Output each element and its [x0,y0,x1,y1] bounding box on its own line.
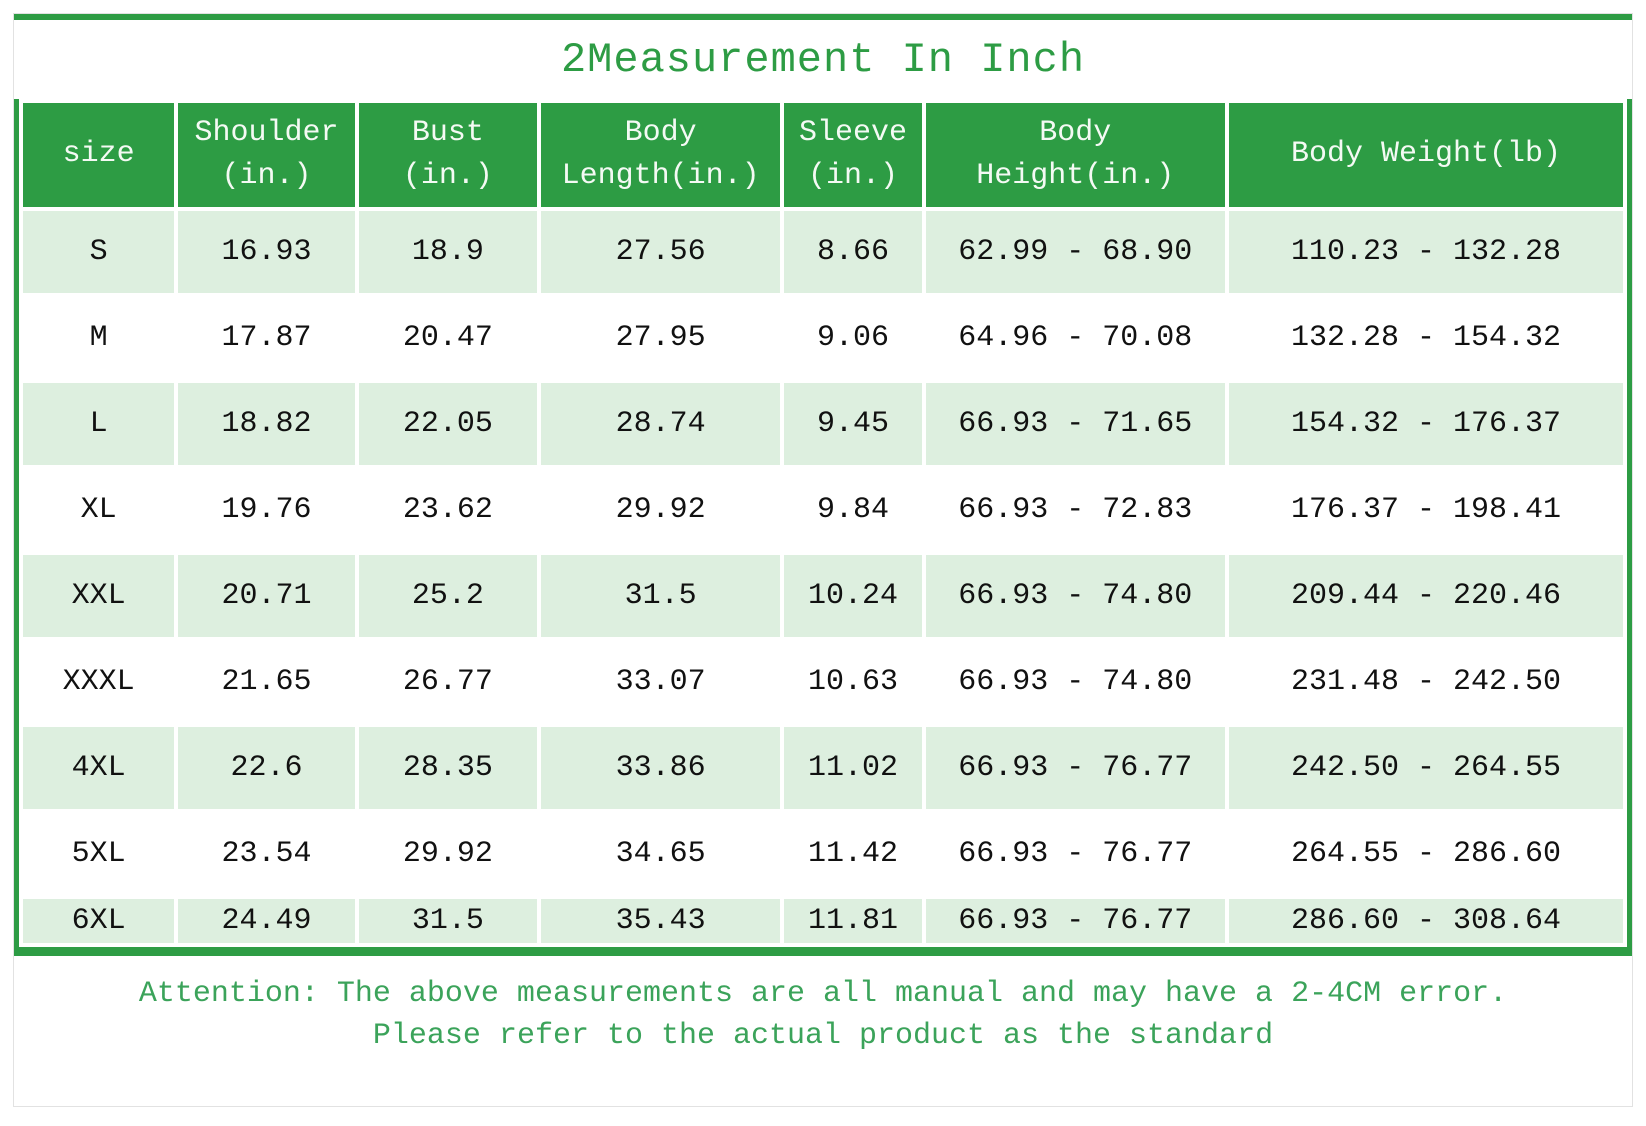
table-cell: 29.92 [402,837,493,871]
header-cell-body-height: Body Height(in.) [925,103,1225,207]
table-cell: 27.56 [540,211,781,293]
table-cell: 10.63 [807,665,898,699]
table-cell: 25.2 [358,555,537,637]
header-cell-body-weight: Body Weight(lb) [1228,103,1623,207]
table-cell: 4XL [23,727,175,809]
table-cell: 19.76 [221,493,312,527]
table-cell: XXL [23,555,175,637]
table-cell: 110.23 - 132.28 [1228,211,1623,293]
size-table-header: size Shoulder (in.) Bust (in.) Body Leng… [23,103,1623,207]
table-cell: S [23,211,175,293]
table-cell: 132.28 - 154.32 [1290,321,1561,355]
top-green-bar [14,14,1632,20]
table-cell: 17.87 [221,321,312,355]
table-cell: 22.05 [358,383,537,465]
table-cell: 18.9 [358,211,537,293]
table-cell: 66.93 - 76.77 [925,899,1225,943]
table-cell: 27.95 [615,321,706,355]
table-row: XL 19.76 23.62 29.92 9.84 66.93 - 72.83 176.37… [23,469,1623,551]
table-cell: XL [80,493,117,527]
table-cell: 21.65 [221,665,312,699]
table-row: XXL 20.71 25.2 31.5 10.24 66.93 - 74.80 209.44… [23,555,1623,637]
table-cell: 16.93 [178,211,355,293]
table-cell: 66.93 - 76.77 [958,837,1193,871]
table-cell: 20.47 [402,321,493,355]
table-cell: 64.96 - 70.08 [958,321,1193,355]
attention-note-line2: Please refer to the actual product as th… [372,1018,1274,1053]
table-cell: 22.6 [178,727,355,809]
table-cell: 176.37 - 198.41 [1290,493,1561,527]
table-cell: 5XL [71,837,126,871]
table-cell: 24.49 [178,899,355,943]
table-row: 6XL 24.49 31.5 35.43 11.81 66.93 - 76.77 286.6… [23,899,1623,943]
table-row: M 17.87 20.47 27.95 9.06 64.96 - 70.08 132.28 … [23,297,1623,379]
table-cell: 242.50 - 264.55 [1228,727,1623,809]
table-row: 4XL 22.6 28.35 33.86 11.02 66.93 - 76.77 242.5… [23,727,1623,809]
table-cell: 66.93 - 76.77 [925,727,1225,809]
table-cell: 10.24 [784,555,922,637]
page-title: 2Measurement In Inch [560,35,1086,84]
table-cell: 286.60 - 308.64 [1228,899,1623,943]
table-cell: 11.42 [807,837,898,871]
table-cell: 6XL [23,899,175,943]
header-cell-size: size [23,103,175,207]
table-cell: 34.65 [615,837,706,871]
header-cell-sleeve: Sleeve (in.) [784,103,922,207]
table-cell: 33.86 [540,727,781,809]
table-cell: 9.84 [816,493,889,527]
header-row: size Shoulder (in.) Bust (in.) Body Leng… [23,103,1623,207]
table-cell: 31.5 [540,555,781,637]
table-cell: 26.77 [402,665,493,699]
table-row: L 18.82 22.05 28.74 9.45 66.93 - 71.65 154.32 … [23,383,1623,465]
header-cell-shoulder: Shoulder (in.) [178,103,355,207]
table-cell: M [89,321,108,355]
table-cell: 20.71 [178,555,355,637]
table-cell: 231.48 - 242.50 [1290,665,1561,699]
table-cell: 29.92 [615,493,706,527]
table-cell: 11.02 [784,727,922,809]
size-table-wrapper: size Shoulder (in.) Bust (in.) Body Leng… [14,99,1632,956]
header-cell-bust: Bust (in.) [358,103,537,207]
table-cell: 18.82 [178,383,355,465]
table-cell: 28.35 [358,727,537,809]
size-table-body: S 16.93 18.9 27.56 8.66 62.99 - 68.90 110.23 -… [23,211,1623,943]
table-row: XXXL 21.65 26.77 33.07 10.63 66.93 - 74.80 231… [23,641,1623,723]
table-cell: 8.66 [784,211,922,293]
table-cell: XXXL [62,665,135,699]
table-row: 5XL 23.54 29.92 34.65 11.42 66.93 - 76.77 264.… [23,813,1623,895]
table-cell: 9.06 [816,321,889,355]
table-cell: 9.45 [784,383,922,465]
table-cell: 11.81 [784,899,922,943]
table-cell: 23.62 [402,493,493,527]
table-cell: 209.44 - 220.46 [1228,555,1623,637]
table-cell: 66.93 - 72.83 [958,493,1193,527]
table-cell: 33.07 [615,665,706,699]
table-row: S 16.93 18.9 27.56 8.66 62.99 - 68.90 110.23 -… [23,211,1623,293]
size-table: size Shoulder (in.) Bust (in.) Body Leng… [19,99,1627,947]
table-cell: 23.54 [221,837,312,871]
table-cell: 66.93 - 74.80 [958,665,1193,699]
table-cell: 66.93 - 71.65 [925,383,1225,465]
table-cell: 31.5 [358,899,537,943]
table-cell: 35.43 [540,899,781,943]
attention-note: Attention: The above measurements are al… [14,956,1632,1061]
table-cell: 28.74 [540,383,781,465]
table-cell: 66.93 - 74.80 [925,555,1225,637]
header-cell-body-length: Body Length(in.) [540,103,781,207]
table-cell: L [23,383,175,465]
table-cell: 264.55 - 286.60 [1290,837,1561,871]
table-cell: 62.99 - 68.90 [925,211,1225,293]
attention-note-line1: Attention: The above measurements are al… [138,976,1508,1011]
table-cell: 154.32 - 176.37 [1228,383,1623,465]
size-chart-sheet: 2Measurement In Inch size Shoulder (in.)… [13,13,1633,1107]
